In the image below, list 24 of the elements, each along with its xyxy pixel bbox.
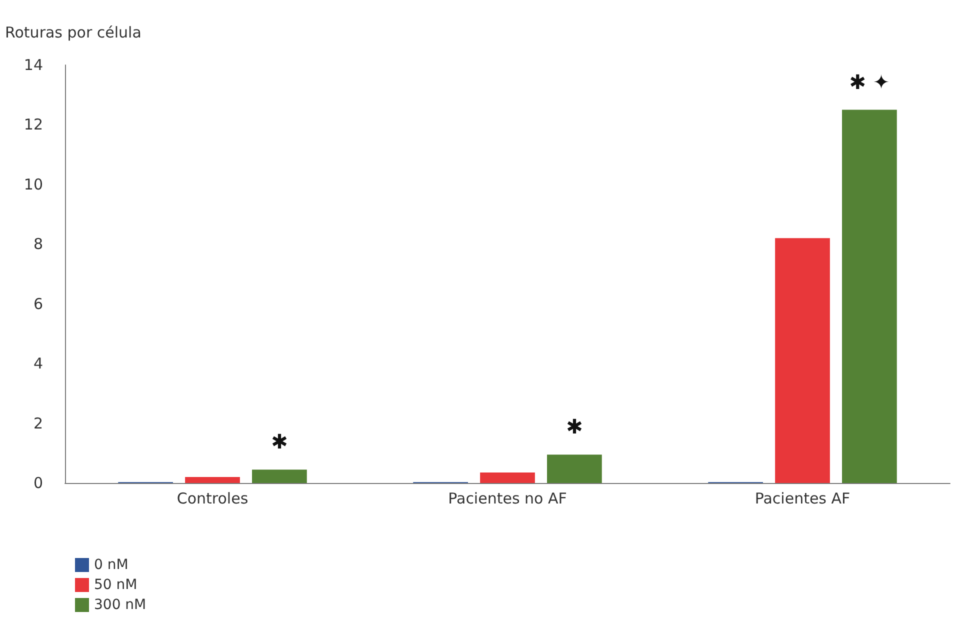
- x-tick-label: Controles: [176, 490, 248, 508]
- legend-label: 300 nM: [94, 597, 146, 613]
- y-tick-label: 4: [33, 354, 43, 373]
- annotation: ✱ ✦: [849, 70, 890, 94]
- y-tick-label: 0: [33, 474, 43, 492]
- y-axis-title: Roturas por célula: [5, 24, 142, 42]
- bar: [480, 472, 535, 483]
- legend-label: 0 nM: [94, 557, 128, 573]
- y-tick-label: 12: [24, 116, 43, 134]
- bar: [842, 110, 897, 483]
- legend-label: 50 nM: [94, 577, 138, 593]
- bar: [775, 238, 830, 483]
- y-tick-label: 10: [24, 175, 43, 194]
- x-tick-label: Pacientes no AF: [448, 490, 567, 508]
- bar: [252, 470, 307, 483]
- y-tick-label: 14: [24, 56, 43, 74]
- annotation: ✱: [566, 414, 583, 439]
- y-tick-label: 2: [33, 414, 43, 432]
- bar: [547, 454, 602, 483]
- y-tick-label: 8: [33, 235, 43, 254]
- bar: [185, 477, 240, 483]
- x-tick-label: Pacientes AF: [754, 490, 850, 508]
- annotation: ✱: [271, 430, 288, 454]
- y-tick-label: 6: [33, 294, 43, 313]
